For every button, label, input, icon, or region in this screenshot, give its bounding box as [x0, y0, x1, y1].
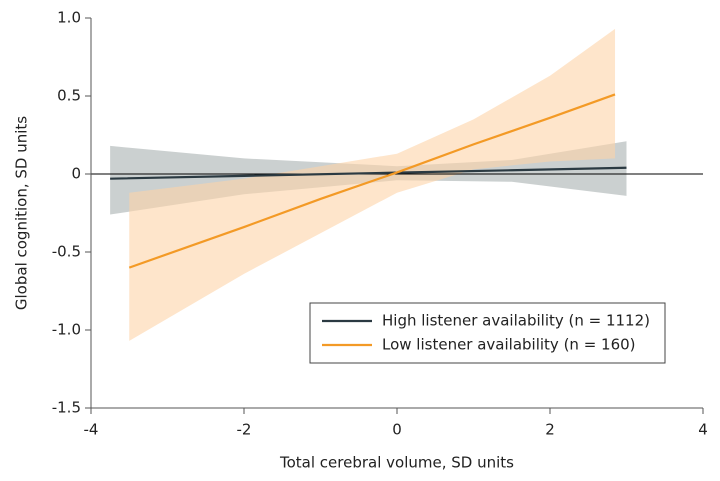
y-tick-label: 0.5	[57, 87, 81, 105]
legend-label: High listener availability (n = 1112)	[382, 312, 650, 330]
x-tick-label: -4	[84, 421, 99, 439]
y-tick-label: -0.5	[52, 243, 81, 261]
x-tick-label: 0	[392, 421, 402, 439]
confidence-band	[129, 28, 616, 341]
y-tick-label: -1.0	[52, 321, 81, 339]
series-line	[128, 93, 616, 269]
x-tick-label: -2	[237, 421, 252, 439]
x-tick-label: 4	[698, 421, 708, 439]
y-tick-label: 0	[71, 165, 81, 183]
legend-box	[309, 302, 666, 364]
y-tick-label: 1.0	[57, 9, 81, 27]
x-axis-label: Total cerebral volume, SD units	[279, 454, 514, 472]
x-tick-label: 2	[545, 421, 555, 439]
y-axis-label: Global cognition, SD units	[13, 116, 31, 310]
legend-label: Low listener availability (n = 160)	[382, 336, 636, 354]
legend: High listener availability (n = 1112) Low…	[309, 302, 666, 364]
y-tick-label: -1.5	[52, 399, 81, 417]
